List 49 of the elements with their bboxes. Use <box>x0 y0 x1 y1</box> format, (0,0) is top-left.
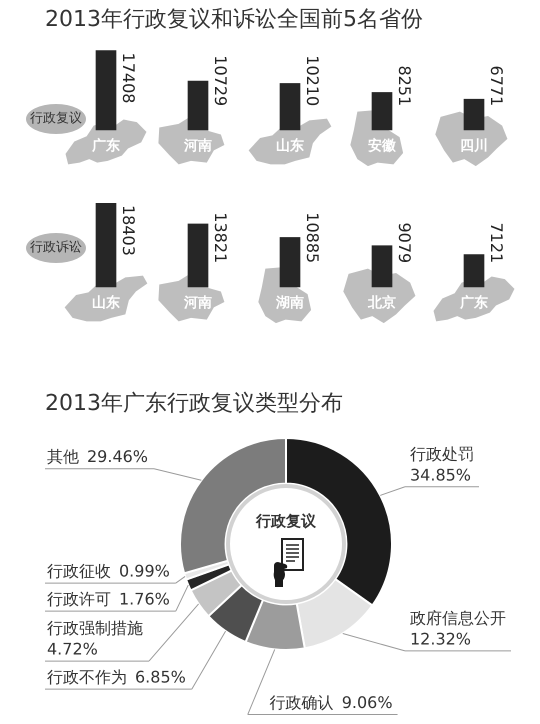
slice-label: 行政强制措施 <box>47 618 143 638</box>
text: 行政复议 <box>255 512 317 530</box>
bar <box>96 203 116 288</box>
x-tick-label: 山东 <box>276 137 304 154</box>
slice-label: 行政不作为 <box>47 668 127 687</box>
data-label: 18403 <box>118 205 138 256</box>
data-label: 9.06% <box>342 693 393 712</box>
series-label: 行政复议 <box>26 104 86 134</box>
series-label: 行政诉讼 <box>26 233 86 264</box>
x-tick-label: 河南 <box>183 138 212 154</box>
x-tick-label: 河南 <box>183 295 212 312</box>
data-label: 1.76% <box>119 590 170 609</box>
slice-label: 政府信息公开 <box>410 608 506 628</box>
bar <box>188 224 208 288</box>
x-tick-label: 山东 <box>92 294 120 312</box>
bar <box>96 50 116 130</box>
bar <box>464 98 484 130</box>
data-label: 29.46% <box>87 447 148 466</box>
slice-label: 行政处罚 <box>410 444 474 464</box>
slice-label: 行政许可 <box>47 590 111 609</box>
bar <box>280 83 300 130</box>
bar <box>372 245 392 288</box>
data-label: 9079 <box>394 222 414 264</box>
x-tick-label: 安徽 <box>368 137 397 154</box>
x-tick-label: 四川 <box>460 138 488 154</box>
data-label: 34.85% <box>410 465 472 484</box>
data-label: 10885 <box>302 212 322 264</box>
x-tick-label: 广东 <box>459 294 488 312</box>
bar <box>464 254 484 288</box>
data-label: 10729 <box>210 55 230 106</box>
chart-title: 2013年广东行政复议类型分布 <box>45 390 343 418</box>
x-tick-label: 湖南 <box>275 295 304 312</box>
data-label: 17408 <box>118 52 138 104</box>
data-label: 6.85% <box>135 668 186 687</box>
data-label: 4.72% <box>47 640 98 659</box>
data-label: 6771 <box>486 65 506 106</box>
data-label: 12.32% <box>410 629 472 648</box>
slice-label: 行政确认 <box>270 693 334 712</box>
slice-label: 行政征收 <box>47 562 111 581</box>
data-label: 7121 <box>486 222 506 264</box>
chart-title: 2013年行政复议和诉讼全国前5名省份 <box>45 6 423 34</box>
data-label: 13821 <box>210 212 230 264</box>
data-label: 8251 <box>394 65 414 106</box>
x-tick-label: 广东 <box>91 137 120 154</box>
data-label: 0.99% <box>119 562 170 581</box>
data-label: 10210 <box>302 55 322 106</box>
x-tick-label: 北京 <box>367 294 396 312</box>
bar <box>188 80 208 130</box>
slice-label: 其他 <box>47 447 79 466</box>
